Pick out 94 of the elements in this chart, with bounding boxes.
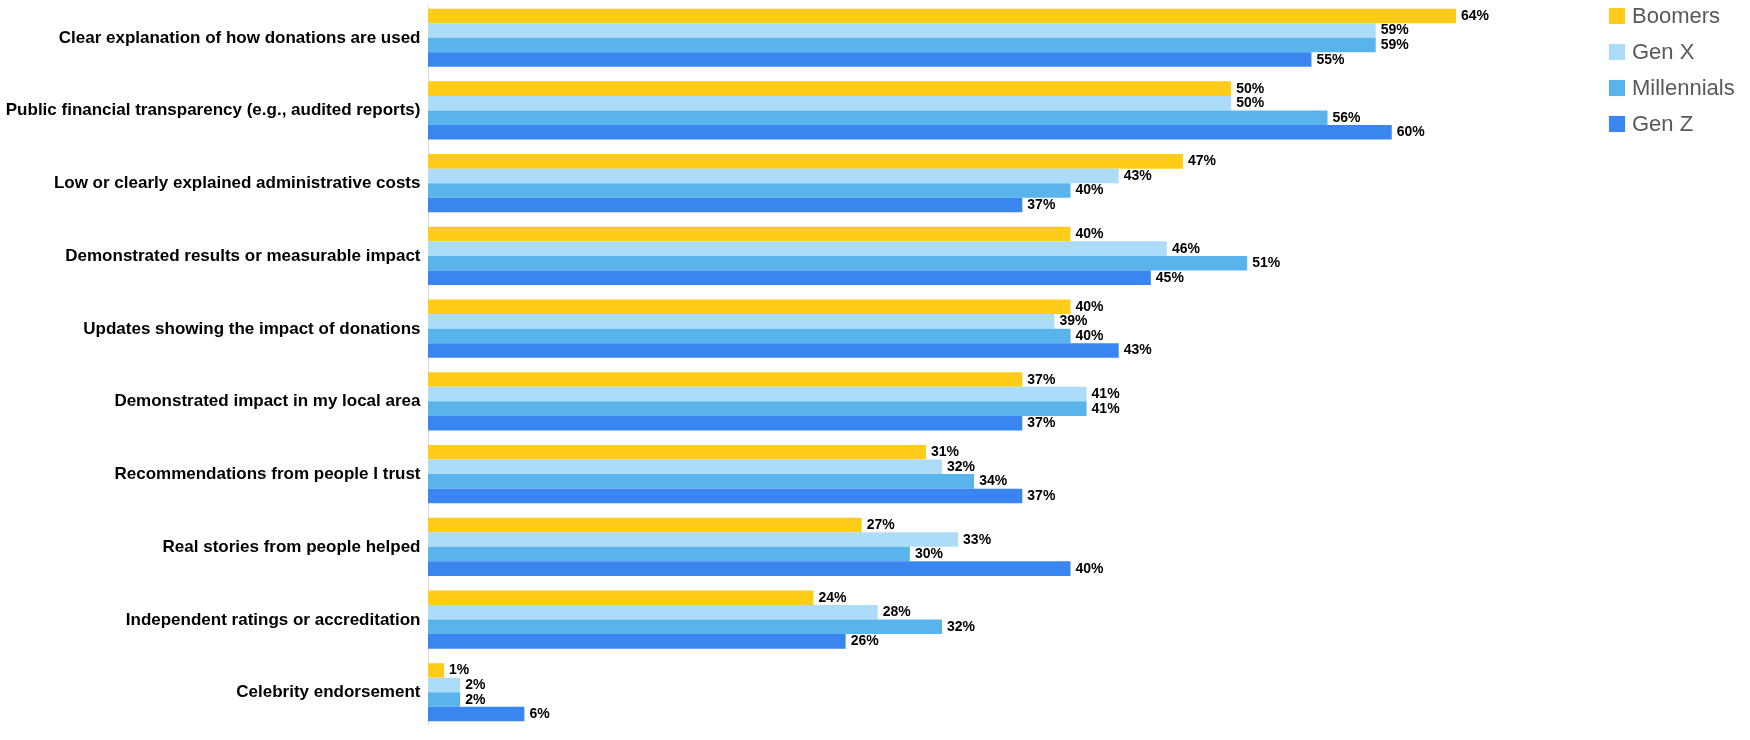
legend-label: Boomers <box>1632 3 1721 28</box>
bar <box>428 125 1392 140</box>
bar <box>428 95 1232 111</box>
data-label: 64% <box>1461 6 1490 23</box>
data-label: 27% <box>866 516 896 532</box>
y-tick-label: Public financial transparency (e.g., audited reports) <box>5 100 421 120</box>
data-label: 37% <box>1027 486 1056 503</box>
data-label: 28% <box>882 603 912 620</box>
data-label: 45% <box>1155 268 1185 285</box>
bar <box>428 183 1071 198</box>
y-tick-label: Demonstrated impact in my local area <box>114 391 422 411</box>
data-label: 40% <box>1075 326 1105 343</box>
bar <box>428 706 525 722</box>
data-label: 46% <box>1171 239 1201 256</box>
bar <box>428 197 1023 213</box>
data-label: 56% <box>1332 108 1362 125</box>
data-label: 32% <box>947 457 976 474</box>
bar <box>428 488 1023 504</box>
data-label: 50% <box>1236 79 1265 96</box>
data-label: 31% <box>930 443 960 460</box>
bar <box>428 459 942 475</box>
data-label: 33% <box>963 530 992 547</box>
bar <box>428 474 975 489</box>
data-label: 37% <box>1027 414 1056 431</box>
bar <box>428 52 1312 67</box>
bar <box>428 270 1151 285</box>
data-label: 1% <box>449 661 470 678</box>
bar <box>428 605 878 620</box>
bar <box>428 255 1248 271</box>
bar <box>428 343 1119 358</box>
data-label: 59% <box>1380 36 1410 52</box>
bar <box>428 328 1071 344</box>
data-label: 39% <box>1059 312 1089 329</box>
bar <box>428 619 942 635</box>
y-tick-label: Celebrity endorsement <box>236 682 421 702</box>
bar <box>428 445 926 460</box>
bar <box>428 546 910 562</box>
y-tick-label: Low or clearly explained administrative costs <box>53 173 421 193</box>
data-label: 59% <box>1380 21 1410 38</box>
bar <box>428 299 1071 315</box>
bar <box>428 532 959 547</box>
y-tick-label: Updates showing the impact of donations <box>83 318 421 338</box>
bar <box>428 81 1232 96</box>
data-label: 60% <box>1396 123 1426 140</box>
data-label: 50% <box>1236 94 1265 111</box>
bar <box>428 415 1023 431</box>
bar <box>428 372 1023 387</box>
bar <box>428 561 1071 576</box>
y-tick-label: Independent ratings or accreditation <box>125 609 421 629</box>
data-label: 40% <box>1075 181 1105 198</box>
bar <box>428 110 1328 125</box>
bar <box>428 663 445 678</box>
data-label: 37% <box>1027 196 1056 212</box>
data-label: 41% <box>1091 385 1121 402</box>
data-label: 2% <box>465 676 486 692</box>
y-tick-label: Clear explanation of how donations are used <box>58 27 421 47</box>
data-label: 30% <box>914 545 944 562</box>
bar <box>428 37 1376 53</box>
data-label: 40% <box>1075 225 1105 242</box>
bar <box>428 634 846 649</box>
y-tick-label: Recommendations from people I trust <box>114 464 421 484</box>
bar <box>428 677 461 693</box>
bar <box>428 517 862 533</box>
bar <box>428 154 1183 169</box>
bar <box>428 386 1087 402</box>
bar <box>428 692 461 707</box>
bar <box>428 241 1167 256</box>
data-label: 47% <box>1187 152 1217 169</box>
data-label: 24% <box>818 588 848 605</box>
data-label: 32% <box>947 617 976 634</box>
bar <box>428 168 1119 184</box>
bar <box>428 590 814 605</box>
legend-label: Gen Z <box>1632 111 1694 136</box>
bar <box>428 226 1071 242</box>
bar <box>428 314 1055 329</box>
data-label: 34% <box>979 472 1008 489</box>
data-label: 43% <box>1123 341 1153 358</box>
y-tick-label: Real stories from people helped <box>162 536 421 556</box>
data-label: 2% <box>465 690 486 707</box>
data-label: 43% <box>1123 166 1153 183</box>
legend-label: Millennials <box>1632 75 1735 100</box>
data-label: 6% <box>529 705 551 722</box>
data-label: 37% <box>1027 370 1056 387</box>
bar <box>428 23 1376 38</box>
bar <box>428 8 1456 24</box>
data-label: 26% <box>850 632 880 649</box>
data-label: 51% <box>1252 254 1281 271</box>
legend-label: Gen X <box>1632 39 1695 64</box>
data-label: 40% <box>1075 297 1105 314</box>
bar <box>428 401 1087 416</box>
data-label: 40% <box>1075 559 1105 576</box>
data-label: 55% <box>1316 50 1346 67</box>
data-label: 41% <box>1091 399 1121 416</box>
y-tick-label: Demonstrated results or measurable impact <box>65 245 421 265</box>
